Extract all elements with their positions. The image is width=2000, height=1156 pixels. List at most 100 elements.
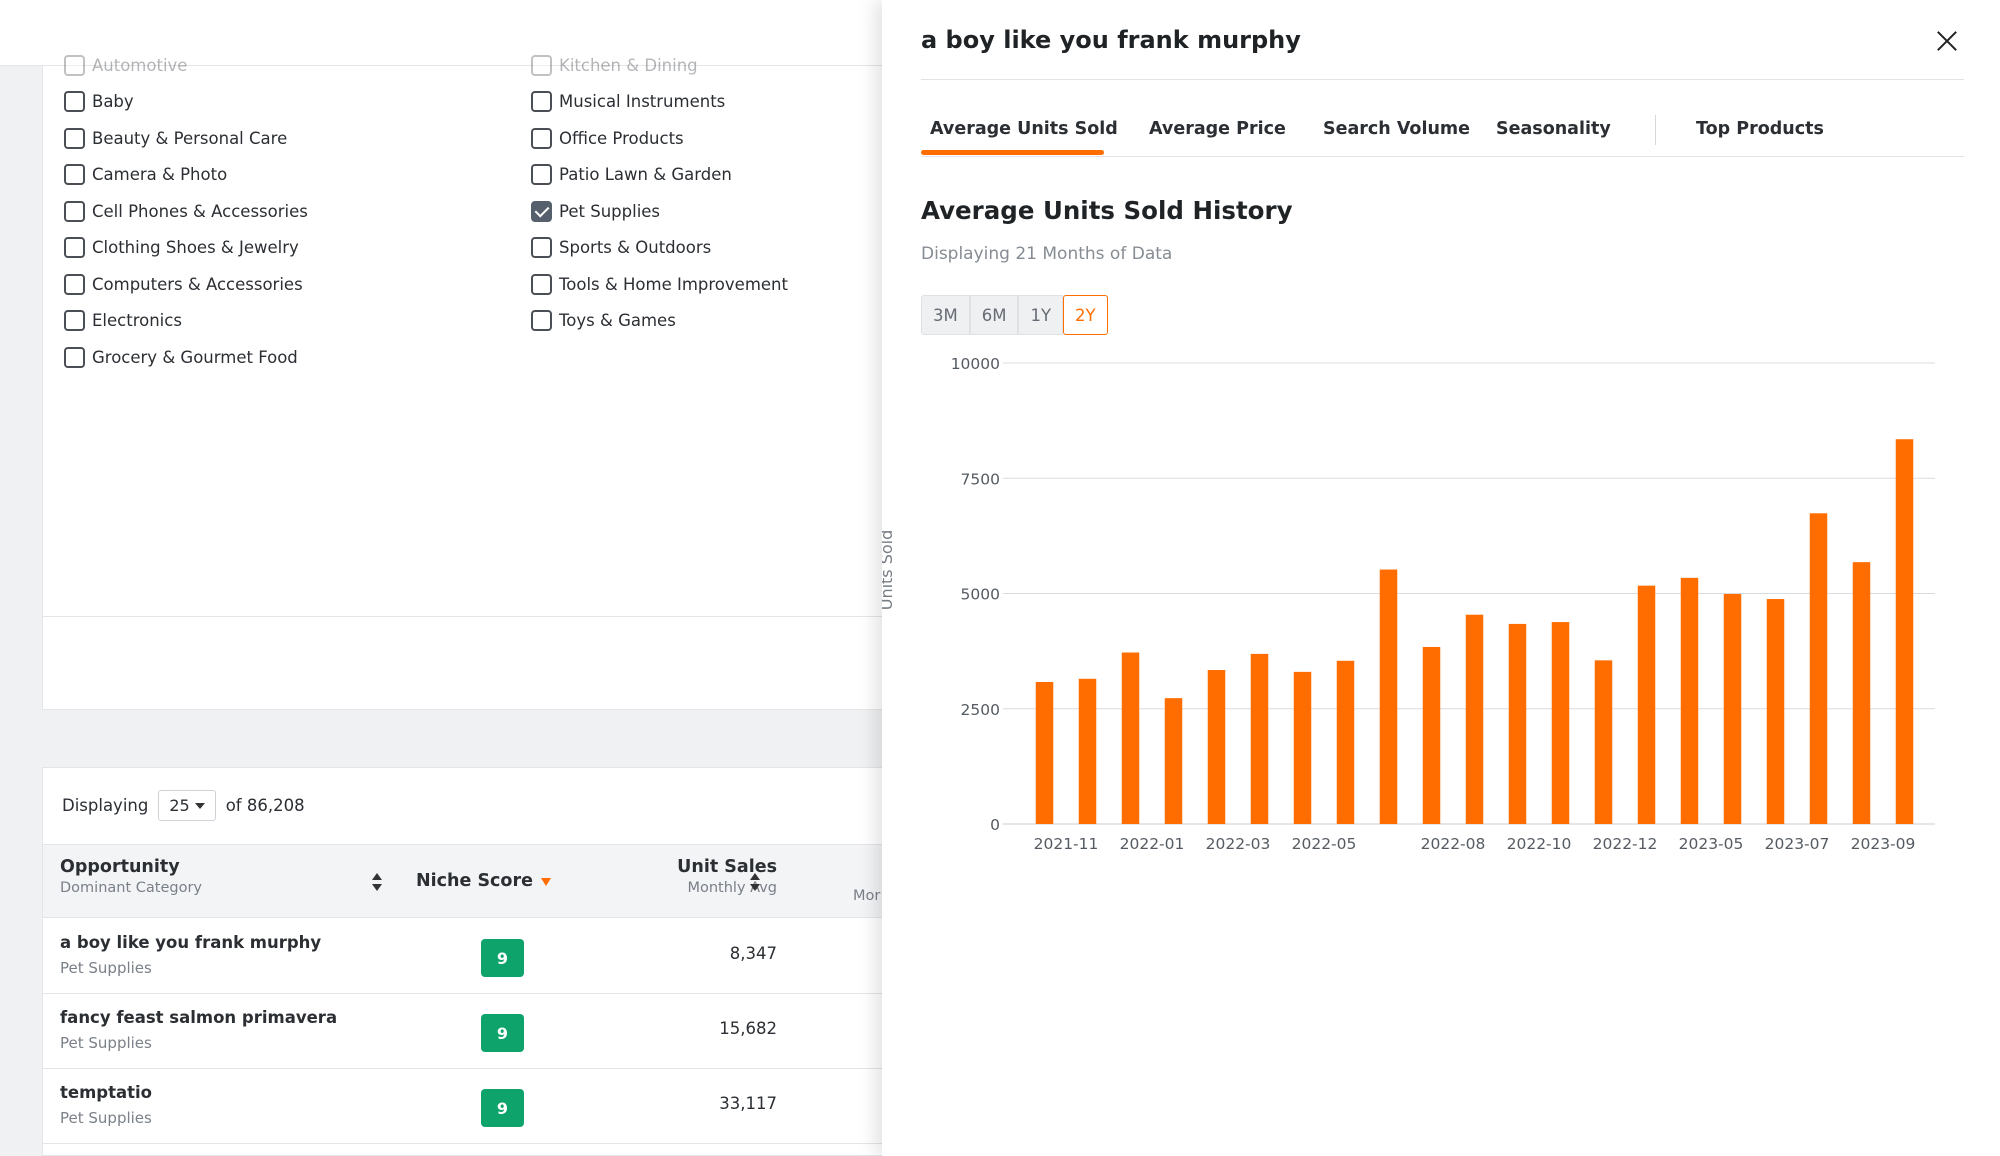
range-3m-button[interactable]: 3M <box>921 295 970 335</box>
category-label: Grocery & Gourmet Food <box>92 347 298 367</box>
y-axis-ticks: 0 2500 5000 7500 10000 <box>951 355 1000 834</box>
category-checkbox-item[interactable]: Kitchen & Dining <box>531 50 698 80</box>
category-checkbox-item[interactable]: Baby <box>64 87 134 117</box>
checkbox[interactable] <box>531 273 552 295</box>
row-keyword[interactable]: a boy like you frank murphy <box>60 933 322 952</box>
tab-search-volume[interactable]: Search Volume <box>1323 119 1471 139</box>
bar <box>1293 671 1312 824</box>
column-opportunity[interactable]: Opportunity Dominant Category <box>60 857 202 896</box>
category-checkbox-item[interactable]: Musical Instruments <box>531 87 725 117</box>
checkbox[interactable] <box>64 237 85 258</box>
category-label: Camera & Photo <box>92 165 228 184</box>
checkbox[interactable] <box>64 273 85 295</box>
category-label: Tools & Home Improvement <box>559 274 788 294</box>
category-checkbox-item[interactable]: Patio Lawn & Garden <box>531 160 732 190</box>
bar <box>1121 652 1140 824</box>
category-label: Office Products <box>559 128 684 148</box>
table-row[interactable]: fancy feast salmon primavera Pet Supplie… <box>43 994 1043 1069</box>
checkbox[interactable] <box>531 310 552 331</box>
category-checkbox-item[interactable]: Sports & Outdoors <box>531 233 711 263</box>
x-tick-label: 2022-10 <box>1507 835 1572 853</box>
checkbox[interactable] <box>531 91 552 112</box>
checkbox[interactable] <box>64 310 85 331</box>
tab-separator <box>1655 115 1656 145</box>
bar <box>1250 653 1269 824</box>
time-range-selector: 3M 6M 1Y 2Y <box>921 295 1108 335</box>
category-checkbox-item[interactable]: Automotive <box>64 50 187 80</box>
category-checkbox-item[interactable]: Pet Supplies <box>531 196 660 226</box>
category-label: Clothing Shoes & Jewelry <box>92 238 299 257</box>
bar <box>1551 622 1570 824</box>
category-label: Baby <box>92 92 134 111</box>
panel-divider <box>921 79 1964 80</box>
category-checkbox-item[interactable]: Grocery & Gourmet Food <box>64 342 298 372</box>
category-checkbox-item[interactable]: Cell Phones & Accessories <box>64 196 308 226</box>
category-label: Computers & Accessories <box>92 274 303 294</box>
checkbox[interactable] <box>531 237 552 258</box>
category-checkbox-item[interactable]: Office Products <box>531 123 684 153</box>
bar <box>1078 678 1097 824</box>
bar <box>1809 513 1828 824</box>
active-tab-indicator <box>921 150 1104 155</box>
tab-average-units-sold[interactable]: Average Units Sold <box>930 119 1118 139</box>
table-row[interactable]: a boy like you frank murphy Pet Supplies… <box>43 919 1043 994</box>
row-keyword[interactable]: temptatio <box>60 1083 152 1102</box>
checkbox-checked[interactable] <box>531 200 552 222</box>
table-row[interactable]: temptatio Pet Supplies 9 33,117 <box>43 1069 1043 1144</box>
range-2y-button[interactable]: 2Y <box>1063 295 1108 335</box>
range-1y-button[interactable]: 1Y <box>1018 295 1064 335</box>
row-keyword[interactable]: fancy feast salmon primavera <box>60 1008 338 1027</box>
tab-seasonality[interactable]: Seasonality <box>1496 119 1611 139</box>
category-checkbox-item[interactable]: Camera & Photo <box>64 160 227 190</box>
category-checkbox-item[interactable]: Toys & Games <box>531 306 676 336</box>
sort-descending-icon[interactable] <box>541 878 551 886</box>
bar <box>1164 698 1183 824</box>
sort-icon[interactable] <box>372 873 382 891</box>
checkbox[interactable] <box>64 127 85 149</box>
category-label: Electronics <box>92 311 182 330</box>
row-unit-sales: 8,347 <box>729 944 777 963</box>
checkbox[interactable] <box>531 127 552 149</box>
page-size-select[interactable]: 25 <box>158 790 216 821</box>
category-checkbox-item[interactable]: Computers & Accessories <box>64 269 303 299</box>
bar <box>1680 577 1699 824</box>
bar <box>1422 646 1441 824</box>
category-label: Cell Phones & Accessories <box>92 201 308 221</box>
x-tick-label: 2021-11 <box>1034 835 1099 853</box>
checkbox[interactable] <box>64 54 85 76</box>
x-tick-label: 2023-05 <box>1679 835 1744 853</box>
checkbox[interactable] <box>64 346 85 368</box>
checkbox[interactable] <box>531 164 552 185</box>
category-label: Musical Instruments <box>559 92 726 111</box>
category-label: Toys & Games <box>559 311 676 330</box>
checkbox[interactable] <box>64 164 85 185</box>
column-niche-score[interactable]: Niche Score <box>416 871 533 891</box>
tab-top-products[interactable]: Top Products <box>1696 119 1824 139</box>
category-checkbox-item[interactable]: Electronics <box>64 306 182 336</box>
category-checkbox-item[interactable]: Tools & Home Improvement <box>531 269 788 299</box>
category-label: Patio Lawn & Garden <box>559 165 732 184</box>
bar <box>1035 682 1054 824</box>
checkbox[interactable] <box>531 54 552 76</box>
checkbox[interactable] <box>64 91 85 112</box>
sort-icon[interactable] <box>750 873 760 891</box>
pagination-summary: Displaying 25 of 86,208 <box>62 790 305 821</box>
close-icon[interactable] <box>1932 26 1962 56</box>
range-6m-button[interactable]: 6M <box>969 295 1019 335</box>
column-next-partial: Mor <box>853 888 881 904</box>
tab-average-price[interactable]: Average Price <box>1149 119 1286 139</box>
y-axis-title: Units Sold <box>882 530 896 611</box>
y-tick-label: 5000 <box>961 586 1000 604</box>
category-checkbox-item[interactable]: Beauty & Personal Care <box>64 123 287 153</box>
bar <box>1508 623 1527 824</box>
bar <box>1637 585 1656 824</box>
x-tick-label: 2022-12 <box>1593 835 1658 853</box>
category-checkbox-item[interactable]: Clothing Shoes & Jewelry <box>64 233 299 263</box>
x-tick-label: 2022-08 <box>1421 835 1486 853</box>
bar <box>1723 593 1742 824</box>
bar <box>1852 562 1871 824</box>
page-size-value: 25 <box>169 796 190 815</box>
chart-title: Average Units Sold History <box>921 196 1293 225</box>
row-category: Pet Supplies <box>60 959 152 977</box>
checkbox[interactable] <box>64 200 85 222</box>
